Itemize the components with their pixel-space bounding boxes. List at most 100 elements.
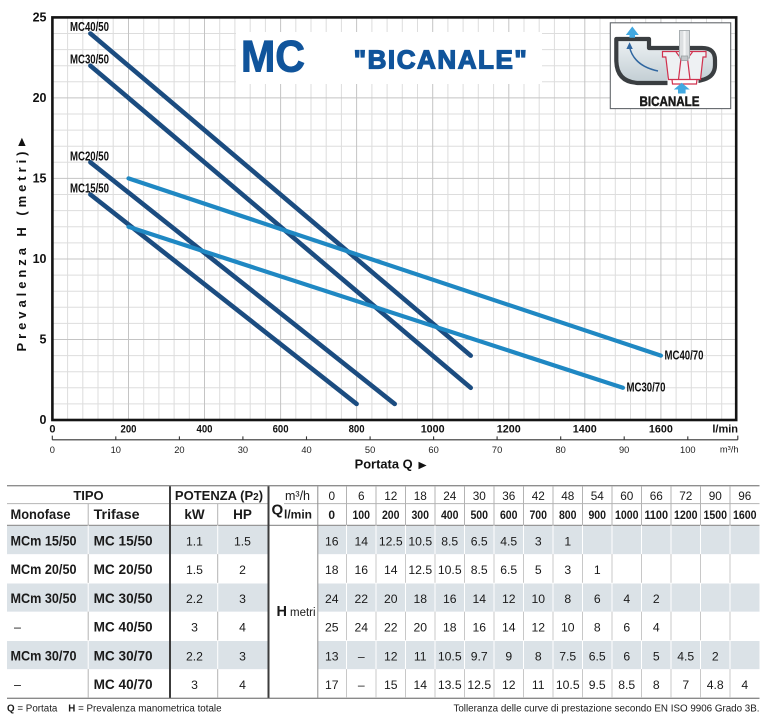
svg-text:8.5: 8.5 bbox=[441, 534, 458, 548]
svg-text:25: 25 bbox=[325, 621, 339, 635]
svg-text:20: 20 bbox=[413, 621, 427, 635]
svg-text:400: 400 bbox=[441, 508, 459, 522]
svg-text:36: 36 bbox=[502, 489, 516, 503]
svg-text:6.5: 6.5 bbox=[500, 563, 517, 577]
svg-text:MC 20/50: MC 20/50 bbox=[94, 561, 153, 577]
svg-text:4: 4 bbox=[239, 621, 246, 635]
svg-text:54: 54 bbox=[591, 489, 605, 503]
svg-text:18: 18 bbox=[414, 489, 428, 503]
svg-text:7.5: 7.5 bbox=[559, 649, 576, 663]
svg-text:12: 12 bbox=[384, 649, 398, 663]
svg-text:42: 42 bbox=[532, 489, 545, 503]
svg-text:600: 600 bbox=[273, 424, 289, 436]
svg-text:3: 3 bbox=[535, 534, 542, 548]
svg-text:90: 90 bbox=[619, 445, 629, 455]
svg-text:1400: 1400 bbox=[573, 424, 597, 436]
svg-text:metri: metri bbox=[290, 607, 316, 619]
svg-text:70: 70 bbox=[492, 445, 502, 455]
svg-text:12: 12 bbox=[384, 489, 397, 503]
svg-text:12: 12 bbox=[502, 592, 516, 606]
svg-text:MCm 15/50: MCm 15/50 bbox=[11, 532, 77, 548]
svg-text:1.5: 1.5 bbox=[234, 534, 251, 548]
svg-text:60: 60 bbox=[428, 445, 438, 455]
svg-text:14: 14 bbox=[472, 592, 486, 606]
svg-text:40: 40 bbox=[301, 445, 311, 455]
svg-text:5: 5 bbox=[40, 333, 47, 347]
svg-text:90: 90 bbox=[709, 489, 723, 503]
svg-text:48: 48 bbox=[561, 489, 575, 503]
svg-text:12.5: 12.5 bbox=[408, 563, 432, 577]
svg-text:400: 400 bbox=[197, 424, 213, 436]
svg-text:24: 24 bbox=[354, 621, 368, 635]
svg-text:8: 8 bbox=[535, 649, 542, 663]
svg-text:0: 0 bbox=[50, 445, 55, 455]
svg-text:BICANALE: BICANALE bbox=[640, 94, 700, 109]
svg-text:10.5: 10.5 bbox=[556, 678, 580, 692]
svg-text:22: 22 bbox=[354, 592, 368, 606]
svg-text:MC30/70: MC30/70 bbox=[627, 379, 666, 394]
svg-text:1200: 1200 bbox=[674, 508, 698, 522]
svg-text:20: 20 bbox=[384, 592, 398, 606]
svg-text:6: 6 bbox=[358, 489, 365, 503]
svg-text:MC 15/50: MC 15/50 bbox=[94, 532, 153, 548]
svg-text:MC40/50: MC40/50 bbox=[70, 19, 109, 34]
svg-text:1: 1 bbox=[594, 563, 601, 577]
svg-text:200: 200 bbox=[382, 508, 400, 522]
svg-text:6: 6 bbox=[623, 621, 630, 635]
svg-text:6: 6 bbox=[623, 649, 630, 663]
svg-text:14: 14 bbox=[354, 534, 368, 548]
svg-text:25: 25 bbox=[33, 10, 47, 24]
svg-text:8.5: 8.5 bbox=[471, 563, 488, 577]
svg-text:18: 18 bbox=[443, 621, 457, 635]
svg-text:MCm 20/50: MCm 20/50 bbox=[11, 561, 77, 577]
svg-text:l/min: l/min bbox=[712, 424, 738, 436]
svg-text:m³/h: m³/h bbox=[720, 444, 739, 454]
svg-text:4.5: 4.5 bbox=[677, 649, 694, 663]
svg-text:3: 3 bbox=[564, 563, 571, 577]
svg-text:Q: Q bbox=[272, 502, 284, 519]
svg-text:9.7: 9.7 bbox=[471, 649, 488, 663]
svg-text:12.5: 12.5 bbox=[379, 534, 403, 548]
svg-text:66: 66 bbox=[650, 489, 664, 503]
svg-text:MC20/50: MC20/50 bbox=[70, 149, 109, 164]
svg-text:MC 40/50: MC 40/50 bbox=[94, 619, 153, 635]
svg-text:80: 80 bbox=[556, 445, 566, 455]
svg-text:8: 8 bbox=[564, 592, 571, 606]
svg-text:4: 4 bbox=[623, 592, 630, 606]
svg-text:20: 20 bbox=[33, 91, 47, 105]
svg-text:4: 4 bbox=[741, 678, 748, 692]
svg-text:9.5: 9.5 bbox=[589, 678, 606, 692]
svg-text:10.5: 10.5 bbox=[438, 649, 462, 663]
svg-text:4: 4 bbox=[653, 621, 660, 635]
svg-text:200: 200 bbox=[121, 424, 137, 436]
svg-text:MC40/70: MC40/70 bbox=[665, 347, 704, 362]
svg-text:12: 12 bbox=[531, 621, 545, 635]
svg-text:4: 4 bbox=[239, 678, 246, 692]
svg-text:10.5: 10.5 bbox=[438, 563, 462, 577]
svg-text:10.5: 10.5 bbox=[408, 534, 432, 548]
svg-text:Prevalenza H (metri): Prevalenza H (metri) bbox=[14, 152, 29, 352]
svg-text:Trifase: Trifase bbox=[94, 506, 140, 522]
svg-text:m³/h: m³/h bbox=[285, 489, 310, 503]
svg-text:72: 72 bbox=[679, 489, 692, 503]
svg-text:1200: 1200 bbox=[497, 424, 521, 436]
svg-text:–: – bbox=[358, 678, 365, 692]
svg-text:16: 16 bbox=[354, 563, 368, 577]
svg-text:MCm 30/50: MCm 30/50 bbox=[11, 590, 77, 606]
svg-text:0: 0 bbox=[328, 489, 335, 503]
svg-text:14: 14 bbox=[413, 678, 427, 692]
svg-text:H: H bbox=[277, 604, 287, 620]
svg-text:0: 0 bbox=[40, 413, 47, 427]
svg-text:500: 500 bbox=[470, 508, 488, 522]
svg-text:11: 11 bbox=[532, 678, 545, 692]
svg-text:900: 900 bbox=[588, 508, 606, 522]
svg-text:8: 8 bbox=[594, 621, 601, 635]
svg-text:9: 9 bbox=[505, 649, 512, 663]
svg-text:800: 800 bbox=[349, 424, 365, 436]
svg-text:Tolleranza delle curve di pres: Tolleranza delle curve di prestazione se… bbox=[453, 704, 759, 715]
svg-text:24: 24 bbox=[325, 592, 339, 606]
svg-text:10: 10 bbox=[111, 445, 121, 455]
svg-text:3: 3 bbox=[239, 649, 246, 663]
svg-text:30: 30 bbox=[473, 489, 487, 503]
svg-text:Portata Q: Portata Q bbox=[355, 457, 413, 472]
